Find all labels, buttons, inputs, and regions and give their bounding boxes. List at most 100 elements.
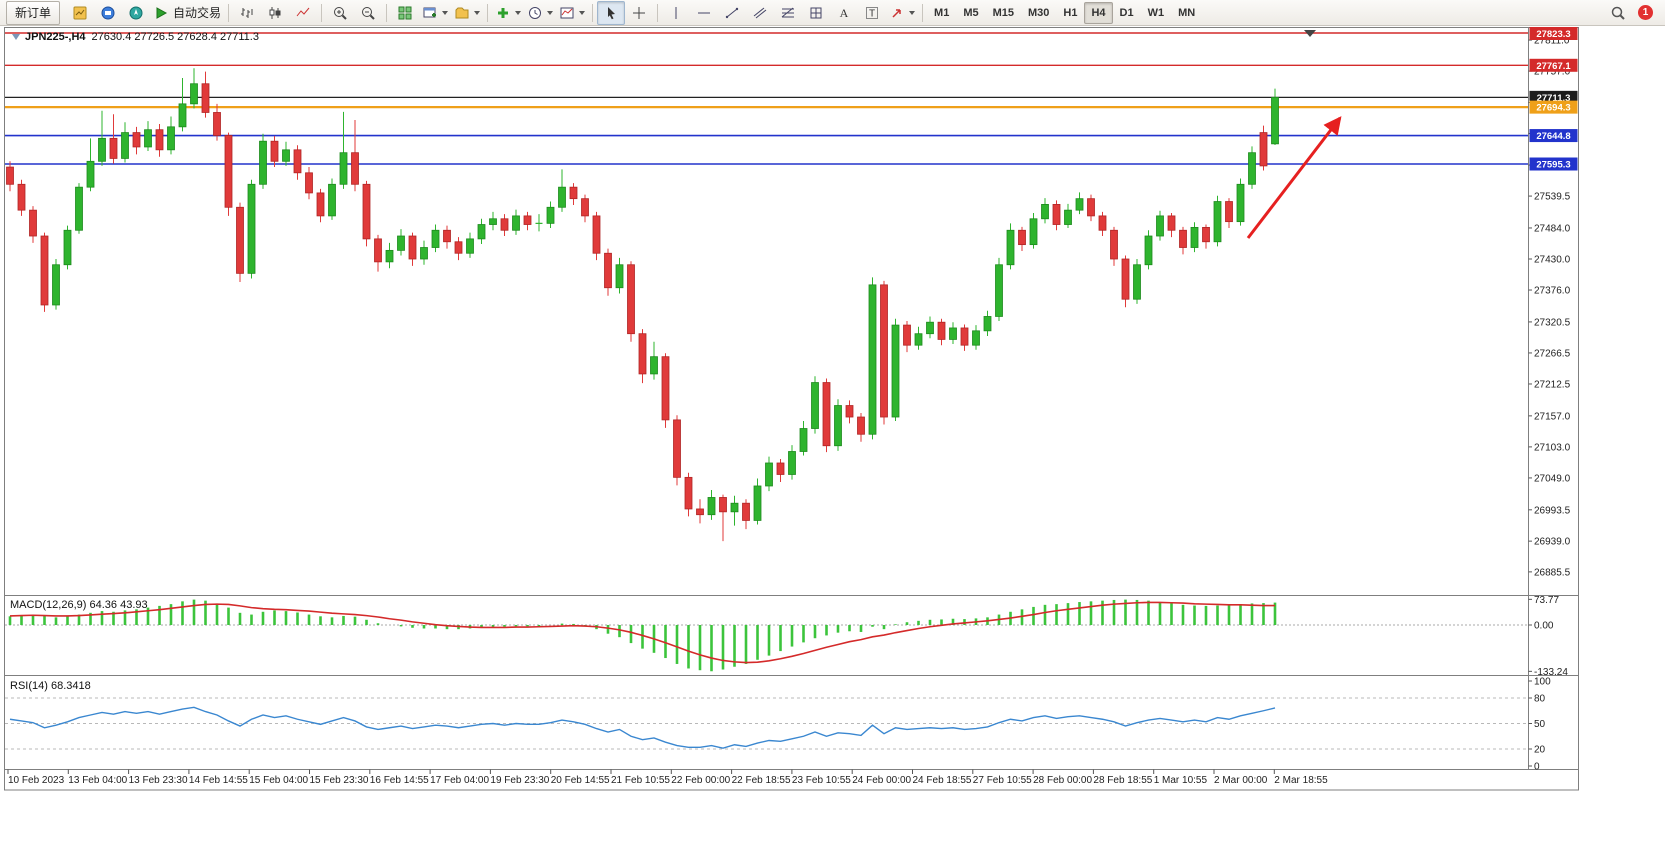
svg-text:73.77: 73.77 (1534, 595, 1559, 606)
svg-text:16 Feb 14:55: 16 Feb 14:55 (370, 775, 429, 786)
search-icon[interactable] (1604, 1, 1632, 25)
text-button[interactable]: A (830, 1, 858, 25)
toolbar-separator (321, 3, 323, 22)
rsi-value: 68.3418 (50, 680, 91, 692)
macd-scale[interactable]: 73.77 0.00 -133.24 (1528, 595, 1569, 678)
crosshair-button[interactable] (625, 1, 653, 25)
svg-text:26885.5: 26885.5 (1534, 567, 1571, 578)
svg-text:27823.3: 27823.3 (1536, 29, 1570, 40)
svg-text:100: 100 (1534, 677, 1551, 688)
zoom-in-button[interactable] (326, 1, 354, 25)
time-scale[interactable]: 10 Feb 2023 13 Feb 04:00 13 Feb 23:30 14 Fe… (7, 769, 1328, 787)
rsi-label: RSI(14) 68.3418 (10, 680, 91, 692)
svg-text:20: 20 (1534, 745, 1546, 756)
svg-text:15 Feb 04:00: 15 Feb 04:00 (249, 775, 308, 786)
svg-text:27 Feb 10:55: 27 Feb 10:55 (973, 775, 1032, 786)
svg-text:27711.3: 27711.3 (1537, 93, 1571, 104)
toolbar-separator (657, 3, 659, 22)
symbol-timeframe-label: JPN225-,H4 (25, 31, 86, 43)
toolbar: 新订单 自动交易 A T M1 M5 M15 M30 H1 H4 D1 W1 MN 1 (0, 0, 1665, 26)
svg-text:0.00: 0.00 (1534, 621, 1554, 632)
svg-text:27103.0: 27103.0 (1534, 442, 1571, 453)
svg-text:27644.8: 27644.8 (1536, 131, 1570, 142)
cursor-button[interactable] (597, 0, 626, 25)
svg-text:22 Feb 18:55: 22 Feb 18:55 (732, 775, 791, 786)
new-order-button[interactable]: 新订单 (6, 0, 61, 25)
zoom-out-button[interactable] (354, 1, 382, 25)
timeframe-m1-button[interactable]: M1 (934, 6, 950, 19)
svg-text:17 Feb 04:00: 17 Feb 04:00 (430, 775, 489, 786)
svg-text:19 Feb 23:30: 19 Feb 23:30 (490, 775, 549, 786)
chevron-down-icon (909, 10, 916, 15)
svg-text:0: 0 (1534, 762, 1540, 773)
tile-windows-button[interactable] (391, 1, 419, 25)
fibonacci-button[interactable] (774, 1, 802, 25)
trendline-button[interactable] (718, 1, 746, 25)
chart-borders (4, 27, 1579, 791)
candlestick-chart-button[interactable] (261, 1, 289, 25)
horizontal-lines[interactable] (5, 32, 1528, 165)
channel-button[interactable] (746, 1, 774, 25)
shapes-button[interactable] (802, 1, 830, 25)
chart-shift-marker[interactable] (1304, 30, 1316, 37)
autotrading-button[interactable]: 自动交易 (150, 1, 224, 25)
timeframe-m5-button[interactable]: M5 (963, 6, 979, 19)
chevron-down-icon (442, 10, 449, 15)
trend-arrow-annotation[interactable] (1246, 116, 1342, 239)
arrows-button[interactable] (886, 1, 918, 25)
svg-text:26993.5: 26993.5 (1534, 505, 1571, 516)
toolbar-separator (922, 3, 924, 22)
label-button[interactable]: T (858, 1, 886, 25)
svg-text:27757.0: 27757.0 (1534, 67, 1571, 78)
line-chart-button[interactable] (289, 1, 317, 25)
toolbar-separator (386, 3, 388, 22)
svg-text:27767.1: 27767.1 (1536, 61, 1571, 72)
svg-text:20 Feb 14:55: 20 Feb 14:55 (551, 775, 610, 786)
timeframe-w1-button[interactable]: W1 (1147, 6, 1165, 19)
data-window-button[interactable] (94, 1, 122, 25)
svg-text:28 Feb 00:00: 28 Feb 00:00 (1033, 775, 1092, 786)
timeframe-h1-button[interactable]: H1 (1063, 6, 1078, 19)
chart-title: JPN225-,H4 27630.4 27726.5 27628.4 27711.… (12, 31, 259, 43)
market-watch-button[interactable] (66, 1, 94, 25)
svg-text:-133.24: -133.24 (1534, 667, 1568, 678)
svg-text:27212.5: 27212.5 (1534, 379, 1571, 390)
svg-text:27320.5: 27320.5 (1534, 317, 1571, 328)
templates-button[interactable] (556, 1, 588, 25)
rsi-scale[interactable]: 100 80 50 20 0 (1528, 677, 1552, 773)
svg-text:T: T (869, 8, 875, 19)
svg-text:13 Feb 04:00: 13 Feb 04:00 (68, 775, 127, 786)
svg-text:27430.0: 27430.0 (1534, 254, 1571, 265)
toolbar-separator (487, 3, 489, 22)
profiles-button[interactable] (451, 1, 483, 25)
svg-text:27484.0: 27484.0 (1534, 223, 1571, 234)
svg-text:13 Feb 23:30: 13 Feb 23:30 (129, 775, 188, 786)
bar-chart-button[interactable] (233, 1, 261, 25)
new-chart-button[interactable] (419, 1, 451, 25)
svg-text:2 Mar 18:55: 2 Mar 18:55 (1274, 775, 1328, 786)
macd-label: MACD(12,26,9) 64.36 43.93 (10, 599, 148, 611)
chevron-down-icon (547, 10, 554, 15)
svg-text:27539.5: 27539.5 (1534, 192, 1571, 203)
indicators-button[interactable] (492, 1, 524, 25)
periods-button[interactable] (524, 1, 556, 25)
navigator-button[interactable] (122, 1, 150, 25)
svg-text:24 Feb 18:55: 24 Feb 18:55 (913, 775, 972, 786)
vertical-line-button[interactable] (662, 1, 690, 25)
macd-main-value: 64.36 (89, 599, 118, 611)
horizontal-line-button[interactable] (690, 1, 718, 25)
chevron-down-icon (515, 10, 522, 15)
notification-badge[interactable]: 1 (1638, 5, 1653, 20)
svg-text:27266.5: 27266.5 (1534, 348, 1571, 359)
timeframe-m15-button[interactable]: M15 (992, 6, 1014, 19)
svg-text:A: A (840, 6, 849, 20)
macd-title: MACD(12,26,9) (10, 599, 87, 611)
timeframe-d1-button[interactable]: D1 (1119, 6, 1134, 19)
timeframe-h4-button[interactable]: H4 (1084, 1, 1113, 24)
ohlc-values: 27630.4 27726.5 27628.4 27711.3 (91, 31, 259, 43)
timeframe-m30-button[interactable]: M30 (1028, 6, 1050, 19)
price-scale[interactable]: 27811.027757.027702.527648.527593.527539… (1528, 36, 1571, 579)
timeframe-mn-button[interactable]: MN (1178, 6, 1196, 19)
